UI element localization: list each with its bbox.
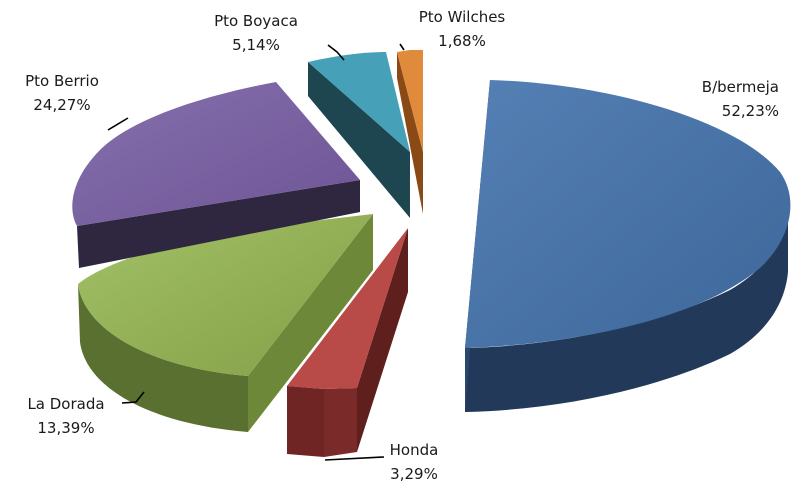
leader-line-pto-berrio	[107, 117, 129, 131]
leader-line-pto-boyaca	[327, 44, 345, 61]
leader-line-la-dorada	[121, 391, 145, 404]
slice-b-bermeja-top	[465, 80, 791, 348]
slice-pto-boyaca-top	[308, 52, 410, 152]
leader-line-honda	[324, 456, 385, 461]
slice-la-dorada-top	[78, 214, 373, 376]
slice-honda-inner	[357, 228, 408, 452]
label-pto-wilches-name: Pto Wilches	[419, 8, 506, 26]
label-la-dorada-name: La Dorada	[27, 395, 104, 413]
label-b-bermeja: B/bermeja 52,23%	[702, 78, 779, 120]
slice-honda-side	[287, 386, 324, 457]
label-b-bermeja-value: 52,23%	[722, 102, 779, 120]
leader-line-pto-wilches	[399, 43, 405, 51]
slice-la-dorada-inner	[248, 214, 373, 432]
label-la-dorada-value: 13,39%	[37, 419, 94, 437]
slice-honda-front	[324, 388, 357, 457]
label-pto-wilches-value: 1,68%	[438, 32, 486, 50]
label-honda-name: Honda	[390, 441, 439, 459]
label-pto-berrio-name: Pto Berrio	[25, 72, 99, 90]
slice-pto-berrio	[72, 82, 360, 268]
slice-pto-boyaca	[308, 52, 410, 218]
slice-pto-wilches-top	[397, 50, 423, 152]
label-pto-boyaca-value: 5,14%	[232, 36, 280, 54]
label-pto-berrio: Pto Berrio 24,27%	[25, 72, 99, 114]
slice-pto-wilches-side	[397, 52, 423, 214]
slice-pto-berrio-top	[72, 82, 360, 226]
slice-pto-boyaca-side	[308, 62, 410, 218]
label-honda: Honda 3,29%	[390, 441, 439, 483]
slice-pto-wilches	[397, 50, 423, 214]
label-pto-boyaca-name: Pto Boyaca	[214, 12, 298, 30]
slice-b-bermeja-side	[465, 208, 788, 412]
slice-b-bermeja	[465, 80, 791, 412]
label-b-bermeja-name: B/bermeja	[702, 78, 779, 96]
slice-pto-berrio-front	[77, 180, 360, 268]
slice-la-dorada-side	[78, 284, 248, 432]
label-pto-berrio-value: 24,27%	[33, 96, 90, 114]
label-pto-boyaca: Pto Boyaca 5,14%	[214, 12, 298, 54]
slice-honda	[287, 228, 408, 457]
label-honda-value: 3,29%	[390, 465, 438, 483]
slice-honda-top	[287, 228, 408, 389]
slice-la-dorada	[78, 214, 373, 432]
label-la-dorada: La Dorada 13,39%	[27, 395, 104, 437]
label-pto-wilches: Pto Wilches 1,68%	[419, 8, 506, 50]
